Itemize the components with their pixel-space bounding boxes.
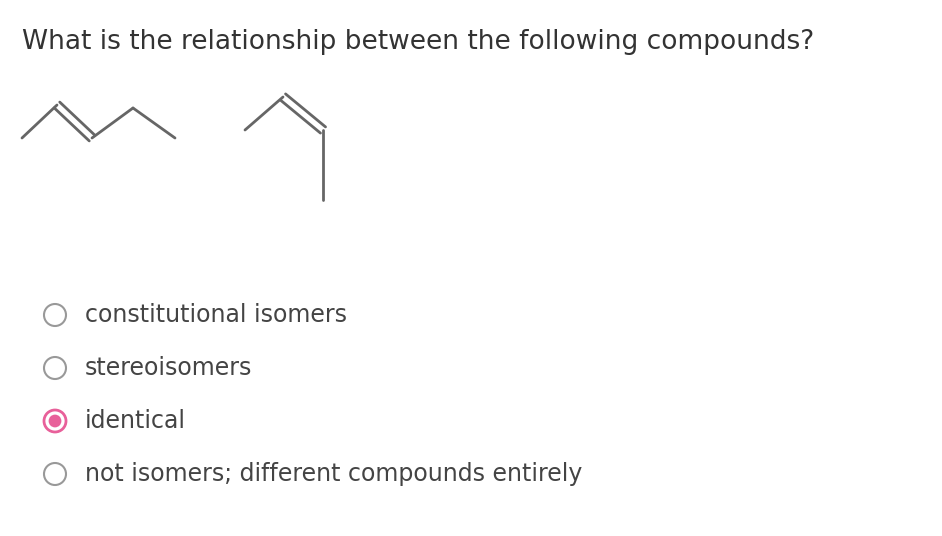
Text: identical: identical	[85, 409, 186, 433]
Text: not isomers; different compounds entirely: not isomers; different compounds entirel…	[85, 462, 582, 486]
Text: stereoisomers: stereoisomers	[85, 356, 252, 380]
Text: constitutional isomers: constitutional isomers	[85, 303, 347, 327]
Circle shape	[49, 415, 61, 427]
Text: What is the relationship between the following compounds?: What is the relationship between the fol…	[22, 29, 814, 55]
